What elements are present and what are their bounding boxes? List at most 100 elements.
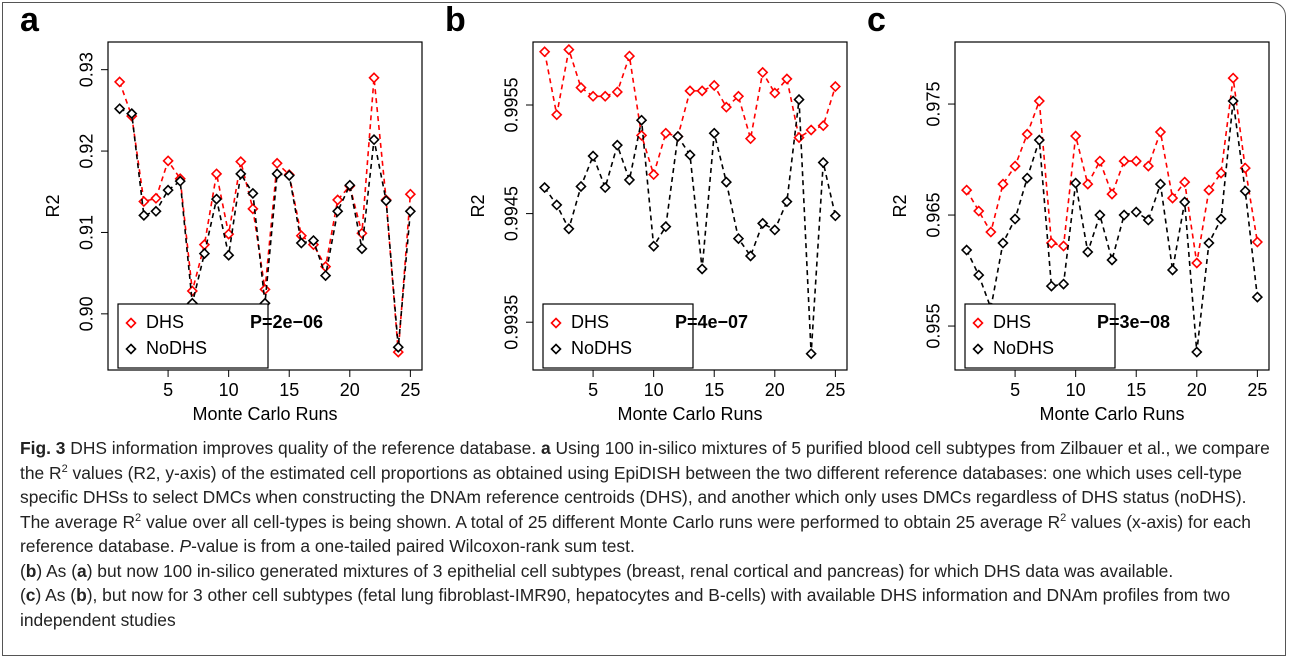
x-tick-label: 15	[279, 380, 299, 400]
point	[1154, 126, 1167, 138]
caption-text: Fig. 3	[20, 438, 66, 458]
point	[295, 237, 307, 249]
point	[720, 176, 732, 188]
point	[599, 181, 611, 194]
caption-text: values (x-axis) for each reference datab…	[20, 511, 1251, 557]
y-tick-label: 0.9945	[502, 186, 522, 241]
point	[1130, 155, 1142, 167]
x-tick-label: 20	[340, 380, 360, 400]
point	[368, 72, 380, 84]
point	[829, 210, 842, 222]
x-tick-label: 25	[400, 380, 420, 400]
legend-marker	[972, 343, 984, 355]
point	[1142, 214, 1154, 226]
point	[271, 168, 283, 180]
point	[307, 234, 320, 247]
point	[162, 184, 174, 196]
point	[997, 178, 1009, 190]
caption-text: 2	[1060, 511, 1067, 524]
legend-box	[117, 303, 269, 369]
point	[708, 79, 720, 92]
y-tick-label: 0.955	[924, 304, 944, 349]
x-tick-label: 20	[1187, 380, 1207, 400]
x-tick-label: 5	[588, 380, 598, 400]
x-tick-label: 10	[219, 380, 239, 400]
point	[198, 247, 211, 260]
point	[1057, 240, 1070, 252]
point	[587, 90, 599, 102]
panel-label: a	[20, 1, 40, 39]
point	[138, 195, 150, 208]
point	[259, 283, 271, 296]
point	[973, 205, 985, 217]
point	[757, 66, 769, 79]
x-tick-label: 5	[163, 380, 173, 400]
point	[684, 85, 696, 97]
point	[319, 269, 332, 282]
point	[575, 81, 587, 94]
x-tick-label: 25	[1247, 380, 1267, 400]
point	[720, 101, 732, 113]
legend-label: DHS	[993, 312, 1031, 332]
plot-frame	[107, 41, 423, 371]
point	[210, 168, 223, 180]
point	[538, 46, 551, 58]
point	[829, 80, 842, 93]
point	[684, 149, 696, 161]
legend-box	[542, 303, 694, 369]
y-axis-label: R2	[43, 194, 63, 217]
point	[235, 168, 247, 180]
point	[575, 180, 587, 193]
y-axis-label: R2	[468, 194, 488, 217]
point	[1009, 213, 1021, 225]
point	[1166, 192, 1179, 204]
point	[1033, 95, 1045, 107]
caption-text: 2	[61, 462, 68, 475]
point	[1070, 130, 1082, 142]
caption-text: Using 100 in-silico mixtures of 5 purifi…	[20, 438, 1270, 483]
point	[611, 86, 623, 98]
point	[696, 85, 708, 97]
x-axis-label: Monte Carlo Runs	[1039, 404, 1184, 424]
point	[1142, 160, 1154, 172]
point	[1021, 128, 1033, 140]
charts: a 5 10 15 20 25 0.90 0.91 0.92 0.93 Monte Carlo Ru…	[20, 1, 1270, 424]
point	[126, 107, 138, 120]
point	[793, 131, 805, 144]
point	[817, 156, 829, 169]
point	[997, 237, 1009, 249]
point	[563, 223, 575, 235]
annotation: P=3e−08	[1097, 312, 1170, 332]
point	[1118, 155, 1130, 167]
legend-label: DHS	[571, 312, 609, 332]
panel-label: c	[867, 1, 886, 39]
point	[235, 156, 247, 168]
point	[113, 103, 126, 115]
point	[623, 50, 636, 62]
point	[781, 196, 793, 208]
legend-label: DHS	[146, 312, 184, 332]
point	[368, 134, 380, 146]
point	[551, 109, 563, 121]
point	[1106, 188, 1118, 200]
point	[960, 244, 973, 256]
point	[1191, 257, 1203, 269]
legend-marker	[972, 317, 984, 329]
point	[1118, 209, 1130, 221]
x-axis-label: Monte Carlo Runs	[617, 404, 762, 424]
y-tick-label: 0.93	[77, 52, 97, 87]
point	[744, 133, 757, 145]
point	[113, 76, 126, 88]
point	[1009, 160, 1021, 172]
point	[404, 205, 417, 217]
point	[611, 139, 623, 151]
y-tick-label: 0.90	[77, 296, 97, 331]
point	[332, 194, 344, 206]
caption: Fig. 3 DHS information improves quality …	[20, 436, 1280, 632]
point	[672, 130, 684, 143]
point	[1130, 206, 1142, 218]
point	[1094, 155, 1106, 167]
legend-marker	[550, 317, 562, 329]
caption-text: a	[77, 560, 87, 581]
